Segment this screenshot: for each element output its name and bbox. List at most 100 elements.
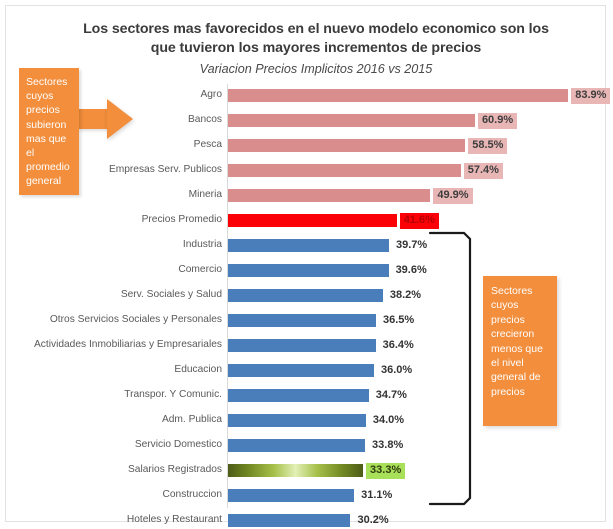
bar-row: Empresas Serv. Publicos 57.4% [6,159,607,185]
category-label: Pesca [193,139,222,150]
bar-row: Hoteles y Restaurant 30.2% [6,509,607,529]
bar-row: Construccion 31.1% [6,484,607,510]
bar [228,289,383,302]
bar-row: Otros Servicios Sociales y Personales 36.… [6,309,607,335]
bar-value-label: 30.2% [357,514,389,526]
bar-value-label: 36.0% [380,364,413,376]
bar-container [228,189,431,202]
chart-frame: Los sectores mas favorecidos en el nuevo… [5,5,611,527]
bar-container [228,264,389,277]
bar-container [228,389,369,402]
category-label: Adm. Publica [161,414,222,425]
bar-container [228,239,389,252]
bar [228,89,569,102]
chart-title-line-1: Los sectores mas favorecidos en el nuevo… [83,21,549,37]
bar [228,189,431,202]
bar [228,114,475,127]
bar-container [228,414,366,427]
bar-value-label: 31.1% [361,489,393,501]
category-label: Industria [182,239,222,250]
bar-container [228,139,466,152]
category-label: Educacion [174,364,222,375]
bar-container [228,289,383,302]
category-label: Servicio Domestico [134,439,222,450]
chart-subtitle: Variacion Precios Implicitos 2016 vs 201… [199,62,433,76]
category-label: Bancos [188,114,222,125]
bar-container [228,489,355,502]
bar-container [228,89,569,102]
bar-value-label: 49.9% [433,188,473,204]
bar-row: Actividades Inmobiliarias y Empresariale… [6,334,607,360]
bar [228,414,366,427]
category-label: Comercio [178,264,222,275]
bar [228,139,466,152]
bar-row: Comercio 39.6% [6,259,607,285]
callout-below-average: Sectores cuyos precios crecieron menos q… [483,276,557,426]
bar-container [228,314,376,327]
callout-above-average: Sectores cuyos precios subieron mas que … [19,68,79,195]
category-label: Salarios Registrados [128,464,222,475]
bar [228,514,351,527]
bar-value-label: 58.5% [468,138,508,154]
bar [228,164,461,177]
bar-value-label: 33.8% [372,439,404,451]
bar-row: Precios Promedio 41.6% [6,209,607,235]
bar [228,389,369,402]
bar [228,364,374,377]
bar-row: Transpor. Y Comunic. 34.7% [6,384,607,410]
bar-container [228,464,364,477]
category-label: Mineria [188,189,222,200]
bar-row: Salarios Registrados 33.3% [6,459,607,485]
bar [228,489,355,502]
arrow-shaft [79,109,109,129]
category-label: Actividades Inmobiliarias y Empresariale… [34,339,222,350]
bar-container [228,114,475,127]
bar-container [228,364,374,377]
bar-value-label: 39.6% [395,264,427,276]
bar-row: Adm. Publica 34.0% [6,409,607,435]
category-label: Construccion [162,489,222,500]
bar [228,464,364,477]
category-label: Precios Promedio [141,214,222,225]
bar-value-label: 38.2% [389,289,422,301]
category-label: Empresas Serv. Publicos [108,164,222,175]
plot-area: Agro 83.9% Bancos 60.9% Pesca 58.5% Empresas S… [6,80,611,527]
bar-container [228,439,366,452]
bar-container [228,339,376,352]
bar-row: Pesca 58.5% [6,134,607,160]
bar-row: Bancos 60.9% [6,109,607,135]
bar [228,439,366,452]
bar-value-label: 57.4% [463,163,503,179]
bar-value-label: 34.7% [375,389,407,401]
category-label: Otros Servicios Sociales y Personales [49,314,222,325]
bar-row: Agro 83.9% [6,84,611,110]
bar-row: Educacion 36.0% [6,359,607,385]
bar-container [228,514,351,527]
bar-value-label: 33.3% [366,463,406,479]
category-label: Transpor. Y Comunic. [124,389,222,400]
bar-container [228,214,397,227]
category-label: Serv. Sociales y Salud [120,289,222,300]
bar-value-label: 83.9% [571,88,611,104]
bar-value-label: 34.0% [372,414,405,426]
bar-row: Industria 39.7% [6,234,607,260]
bar-value-label: 60.9% [477,113,518,129]
bar-value-label: 41.6% [399,213,439,229]
bar [228,264,389,277]
bar-row: Mineria 49.9% [6,184,607,210]
bar-value-label: 36.5% [383,314,415,326]
bar [228,239,389,252]
arrow-head [107,99,133,139]
chart-title-line-2: que tuvieron los mayores incrementos de … [150,40,482,56]
bar [228,214,397,227]
chart-title-block: Los sectores mas favorecidos en el nuevo… [76,20,556,78]
bar-value-label: 36.4% [382,339,414,351]
bar-container [228,164,461,177]
category-label: Agro [200,89,222,100]
bar-value-label: 39.7% [395,239,428,251]
bar [228,314,376,327]
category-label: Hoteles y Restaurant [126,514,222,525]
bar-row: Servicio Domestico 33.8% [6,434,607,460]
value-axis-line [227,84,228,508]
